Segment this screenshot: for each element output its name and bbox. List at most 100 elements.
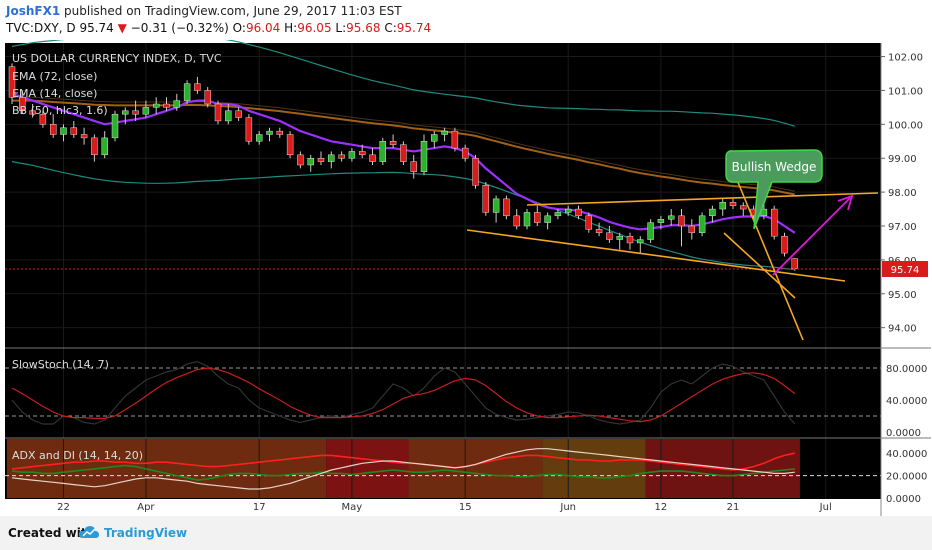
candle-body-68 — [709, 208, 716, 217]
x-tick-label-7: 21 — [727, 502, 740, 513]
x-tick-label-1: Apr — [137, 502, 155, 513]
main-tick-label-0: 102.00 — [888, 53, 923, 64]
open-value: 96.04 — [245, 21, 281, 35]
candle-body-41 — [431, 134, 438, 142]
candle-body-1 — [19, 97, 26, 111]
candle-body-39 — [410, 161, 417, 172]
candle-body-47 — [492, 198, 500, 213]
adx-line — [11, 448, 795, 490]
price-badge-label: 95.74 — [891, 265, 920, 276]
chart-header: JoshFX1 published on TradingView.com, Ju… — [0, 0, 932, 40]
adx-plus-di-line — [11, 464, 795, 481]
candle-body-28 — [297, 154, 304, 166]
candle-body-67 — [698, 215, 706, 233]
x-tick-label-2: 17 — [253, 502, 266, 513]
candle-body-62 — [647, 222, 654, 240]
candle-body-46 — [482, 185, 489, 213]
candle-body-8 — [91, 137, 98, 156]
gridlines — [5, 43, 881, 499]
candle-body-48 — [503, 198, 510, 217]
candle-body-30 — [317, 158, 325, 162]
symbol-label: TVC:DXY, D — [6, 21, 76, 35]
candle-body-24 — [256, 134, 263, 142]
close-value: 95.74 — [396, 21, 432, 35]
down-arrow-icon: ▼ — [117, 21, 127, 35]
indicator-bb[interactable]: BB (50, hlc3, 1.6) — [12, 104, 108, 117]
high-value: 96.05 — [297, 21, 332, 35]
arrow-head-icon — [837, 194, 854, 211]
bb-lower — [11, 161, 795, 271]
candle-body-36 — [379, 141, 386, 162]
candle-body-38 — [400, 144, 407, 162]
candlesticks — [8, 63, 798, 271]
candle-body-40 — [420, 141, 428, 172]
candle-body-4 — [50, 124, 57, 135]
candle-body-25 — [266, 130, 273, 135]
breakout-line-2[interactable] — [723, 232, 796, 299]
drawings[interactable]: Bullish Wedge — [466, 149, 879, 341]
candle-body-75 — [781, 235, 788, 254]
plot-area — [5, 43, 881, 499]
stoch-y-ticks: 80.0000 40.0000 0.0000 — [886, 364, 927, 439]
projection-arrow[interactable] — [772, 197, 851, 276]
low-label: L: — [335, 21, 347, 35]
callout-bubble[interactable] — [725, 149, 823, 230]
low-value: 95.68 — [346, 21, 381, 35]
candle-body-63 — [657, 219, 665, 223]
stoch-tick-label-0: 80.0000 — [886, 364, 927, 375]
x-tick-label-3: May — [342, 502, 363, 513]
breakout-line-1[interactable] — [734, 174, 804, 341]
candle-body-13 — [142, 107, 150, 115]
candle-body-15 — [163, 103, 170, 108]
candle-body-32 — [338, 154, 345, 159]
candle-body-19 — [204, 90, 211, 105]
adx-y-ticks: 40.0000 20.0000 0.0000 — [886, 449, 927, 505]
chart-canvas[interactable]: Bullish Wedge 102.00 101.00 100.00 99.00 98.… — [0, 40, 932, 516]
candle-body-56 — [585, 215, 592, 230]
adx-bg-seg-0 — [6, 439, 327, 498]
candle-body-18 — [194, 83, 201, 91]
candle-body-3 — [39, 113, 47, 125]
indicator-ema14[interactable]: EMA (14, close) — [12, 87, 97, 100]
published-text: published on TradingView.com, June 29, 2… — [64, 4, 402, 18]
candle-body-7 — [80, 134, 88, 139]
bollinger-bands — [11, 40, 795, 271]
author-link[interactable]: JoshFX1 — [6, 4, 61, 18]
candle-body-17 — [183, 83, 191, 101]
candle-body-65 — [678, 215, 685, 227]
adx-title[interactable]: ADX and DI (14, 14, 20) — [12, 449, 143, 462]
indicator-ema72[interactable]: EMA (72, close) — [12, 70, 97, 83]
candle-body-0 — [8, 66, 16, 98]
adx-tick-label-1: 20.0000 — [886, 472, 927, 483]
candle-body-76 — [791, 258, 798, 269]
x-tick-label-8: Jul — [819, 502, 832, 513]
candle-body-10 — [111, 113, 119, 139]
adx-tick-label-0: 40.0000 — [886, 449, 927, 460]
close-label: C: — [384, 21, 397, 35]
candle-body-70 — [729, 202, 737, 206]
high-label: H: — [284, 21, 298, 35]
candle-body-27 — [286, 134, 294, 156]
wedge-upper-line[interactable] — [526, 192, 879, 206]
x-tick-label-0: 22 — [57, 502, 70, 513]
candle-body-26 — [276, 130, 283, 135]
ema72-line — [12, 99, 795, 196]
adx-bg-seg-3 — [542, 439, 646, 498]
candle-body-66 — [688, 225, 695, 233]
candle-body-21 — [225, 110, 232, 122]
candle-body-23 — [245, 117, 253, 142]
wedge-lower-line[interactable] — [466, 229, 846, 282]
stoch-title[interactable]: SlowStoch (14, 7) — [12, 358, 109, 371]
candle-body-59 — [616, 235, 623, 240]
candle-body-16 — [173, 100, 181, 108]
candle-body-34 — [359, 151, 366, 156]
main-tick-label-8: 94.00 — [888, 324, 917, 335]
candle-body-31 — [328, 154, 335, 162]
candle-body-12 — [132, 110, 139, 115]
bb-upper — [11, 40, 795, 127]
candle-body-49 — [513, 215, 520, 227]
stoch-k-line — [11, 360, 796, 425]
candle-body-43 — [451, 130, 459, 149]
tradingview-link[interactable]: TradingView — [104, 526, 188, 540]
main-title: US DOLLAR CURRENCY INDEX, D, TVC — [12, 52, 222, 65]
